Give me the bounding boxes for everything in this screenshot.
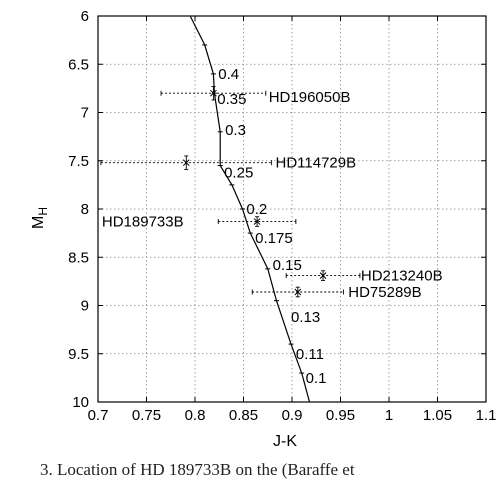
- x-tick-label: 0.8: [185, 407, 206, 424]
- y-tick-label: 7.5: [68, 153, 89, 170]
- x-tick-label: 1.1: [476, 407, 497, 424]
- svg-text:MH: MH: [30, 207, 50, 229]
- grid-lines: [98, 16, 486, 402]
- mass-label: 0.2: [246, 201, 267, 218]
- companion-label: HD213240B: [361, 268, 443, 285]
- isochrone-series: [187, 15, 312, 403]
- x-tick-label: 1.05: [423, 407, 452, 424]
- figure-caption: 3. Location of HD 189733B on the (Baraff…: [40, 460, 355, 479]
- mass-label: 0.3: [225, 122, 246, 139]
- x-tick-label: 0.7: [88, 407, 109, 424]
- companion-label: HD196050B: [269, 89, 351, 106]
- mass-label: 0.25: [224, 164, 253, 181]
- mass-label: 0.4: [218, 66, 239, 83]
- companion-point: [100, 155, 273, 170]
- mass-label: 0.13: [291, 309, 320, 326]
- mass-label: 0.15: [273, 257, 302, 274]
- cross-marker: [253, 218, 261, 225]
- x-tick-label: 1: [385, 407, 393, 424]
- isochrone-line: [189, 15, 311, 403]
- x-tick-label: 0.95: [326, 407, 355, 424]
- companion-label: HD114729B: [276, 155, 357, 172]
- cross-marker: [294, 288, 302, 296]
- mass-label: 0.1: [306, 370, 327, 387]
- y-axis-label-sub: H: [36, 207, 50, 216]
- y-tick-label: 6: [81, 8, 89, 25]
- mass-label: 0.35: [217, 91, 246, 108]
- cross-marker: [210, 89, 217, 97]
- annotation-labels: 0.4 0.35 0.3 0.25 0.2 0.175 0.15 0.13 0.11 0.1 HD1…: [102, 66, 443, 387]
- x-tick-label: 0.9: [282, 407, 303, 424]
- mass-label: 0.11: [296, 346, 324, 363]
- x-axis-label: J-K: [273, 433, 297, 450]
- companion-label: HD75289B: [348, 284, 421, 301]
- y-axis-label: MH: [30, 207, 50, 229]
- y-tick-label: 6.5: [68, 56, 89, 73]
- y-tick-label: 9: [81, 298, 89, 315]
- y-tick-label: 8: [81, 201, 89, 218]
- x-tick-label: 0.75: [132, 407, 161, 424]
- y-tick-label: 9.5: [68, 346, 89, 363]
- y-tick-label: 8.5: [68, 249, 89, 266]
- companion-point: [160, 85, 267, 101]
- companion-label: HD189733B: [102, 214, 184, 231]
- cross-marker: [182, 159, 190, 167]
- y-tick-label: 7: [81, 105, 89, 122]
- cross-marker: [319, 272, 327, 279]
- y-axis-label-main: M: [30, 216, 47, 229]
- companion-point: [285, 270, 361, 281]
- y-tick-label: 10: [72, 394, 89, 411]
- x-tick-label: 0.85: [229, 407, 258, 424]
- axis-ticks: 0.7 0.75 0.8 0.85 0.9 0.95 1 1.05 1.1 6 6.5 7 7.5 8 8.…: [68, 8, 496, 424]
- mass-label: 0.175: [255, 230, 293, 247]
- companion-points: [100, 85, 361, 298]
- companion-point: [217, 216, 297, 227]
- companion-point: [251, 286, 344, 298]
